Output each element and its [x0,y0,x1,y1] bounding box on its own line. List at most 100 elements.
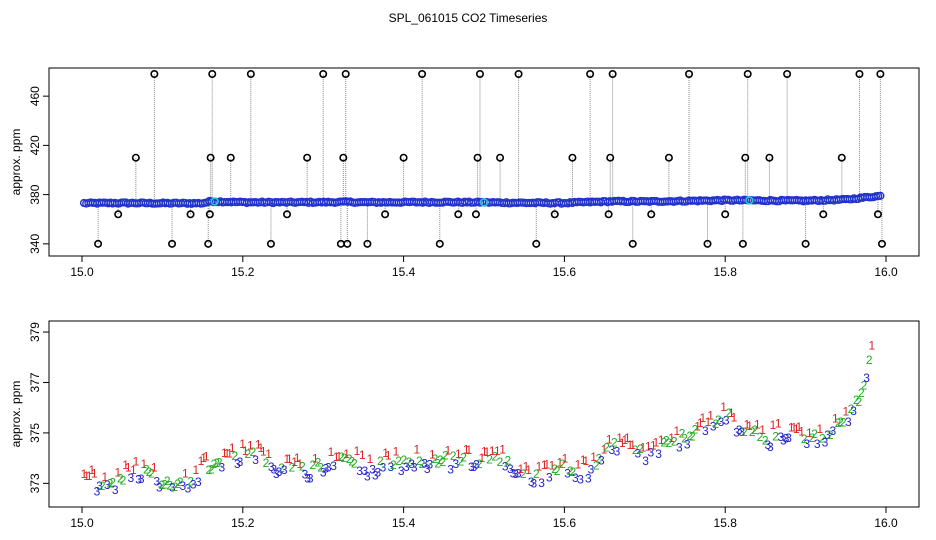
top-y-tick-label: 460 [28,86,42,106]
top-x-tick-label: 15.0 [70,265,94,279]
bottom-data-point: 3 [822,435,829,449]
bottom-data-point: 3 [364,469,371,483]
bottom-data-point: 3 [398,464,405,478]
top-outlier-point [246,70,255,79]
bottom-data-point: 1 [562,452,569,466]
bottom-data-point: 3 [710,420,717,434]
bottom-data-point: 1 [788,420,795,434]
top-outlier-point [114,210,123,219]
bottom-data-point: 1 [283,452,290,466]
bottom-data-point: 2 [801,432,808,446]
top-outlier-point [801,239,810,248]
bottom-data-point: 2 [148,466,155,480]
top-outlier-point [873,210,882,219]
bottom-data-point: 2 [99,479,106,493]
bottom-data-point: 2 [692,422,699,436]
bottom-data-point: 1 [484,445,491,459]
top-outlier-point [168,239,177,248]
bottom-data-point: 3 [411,460,418,474]
bottom-data-point: 3 [270,463,277,477]
bottom-data-point: 2 [569,465,576,479]
bottom-data-point: 3 [507,462,514,476]
bottom-data-point: 2 [437,453,444,467]
top-outlier-point [381,210,390,219]
bottom-data-point: 3 [471,460,478,474]
bottom-data-point: 1 [816,422,823,436]
top-outlier-point [819,210,828,219]
bottom-data-point: 1 [673,424,680,438]
bottom-data-point: 2 [177,475,184,489]
top-outlier-point [685,70,694,79]
top-outlier-point [208,70,217,79]
bottom-data-point: 2 [161,477,168,491]
bottom-data-point: 3 [273,467,280,481]
bottom-data-point: 2 [551,462,558,476]
top-outlier-point [550,210,559,219]
top-x-tick-label: 15.4 [392,265,416,279]
bottom-data-point: 2 [172,480,179,494]
bottom-data-point: 2 [855,395,862,409]
top-outlier-point [783,70,792,79]
bottom-data-point: 3 [780,433,787,447]
bottom-data-point: 3 [577,472,584,486]
bottom-data-point: 2 [772,429,779,443]
bottom-data-point: 3 [424,462,431,476]
bottom-data-point: 3 [268,460,275,474]
bottom-data-point: 3 [598,453,605,467]
bottom-data-point: 2 [757,430,764,444]
top-panel: 15.0 15.2 15.4 15.6 15.8 16.0 340 380 420 460 app… [9,67,920,279]
top-x-tick-label: 15.6 [553,265,577,279]
bottom-data-point: 3 [179,479,186,493]
bottom-data-point: 3 [736,423,743,437]
bottom-data-point: 1 [775,416,782,430]
bottom-data-point: 2 [395,454,402,468]
bottom-data-point: 2 [497,455,504,469]
bottom-data-point: 1 [91,466,98,480]
bottom-data-point: 3 [138,472,145,486]
top-plot-frame [48,67,920,257]
bottom-data-point: 1 [81,467,88,481]
top-outlier-point [876,70,885,79]
bottom-data-point: 3 [320,466,327,480]
bottom-data-point: 3 [824,428,831,442]
bottom-data-point: 1 [868,338,875,352]
bottom-data-point: 3 [447,463,454,477]
bottom-data-point: 1 [242,444,249,458]
bottom-data-point: 1 [200,451,207,465]
bottom-data-point: 2 [109,475,116,489]
bottom-data-point: 2 [390,458,397,472]
top-outlier-point [568,153,577,162]
bottom-data-point: 3 [112,483,119,497]
bottom-data-point: 3 [156,480,163,494]
bottom-data-point: 3 [783,432,790,446]
bottom-data-point: 3 [369,463,376,477]
top-x-tick-label: 16.0 [874,265,898,279]
bottom-data-point: 2 [715,413,722,427]
bottom-data-point: 1 [759,423,766,437]
bottom-data-point: 3 [767,440,774,454]
bottom-data-point: 2 [120,474,127,488]
bottom-data-point: 3 [655,447,662,461]
bottom-data-point: 2 [419,457,426,471]
bottom-data-point: 1 [203,450,210,464]
bottom-x-tick-label: 16.0 [874,516,898,530]
bottom-data-point: 1 [198,454,205,468]
bottom-x-tick-label: 15.8 [714,516,738,530]
top-outlier-point [341,70,350,79]
bottom-data-point: 1 [255,438,262,452]
bottom-data-point: 3 [572,471,579,485]
bottom-data-point: 1 [192,463,199,477]
bottom-data-point: 2 [211,457,218,471]
bottom-data-point: 3 [676,441,683,455]
top-outlier-point [363,239,372,248]
bottom-data-point: 1 [707,408,714,422]
bottom-data-point: 1 [694,420,701,434]
bottom-data-point: 2 [835,416,842,430]
bottom-data-point: 2 [593,459,600,473]
bottom-data-point: 2 [341,451,348,465]
bottom-data-point: 1 [640,441,647,455]
top-outlier-point [741,153,750,162]
top-data-point-accent [745,196,754,205]
bottom-data-point: 1 [393,444,400,458]
bottom-panel: 1111133213223122113113312221332222322231… [9,320,920,530]
